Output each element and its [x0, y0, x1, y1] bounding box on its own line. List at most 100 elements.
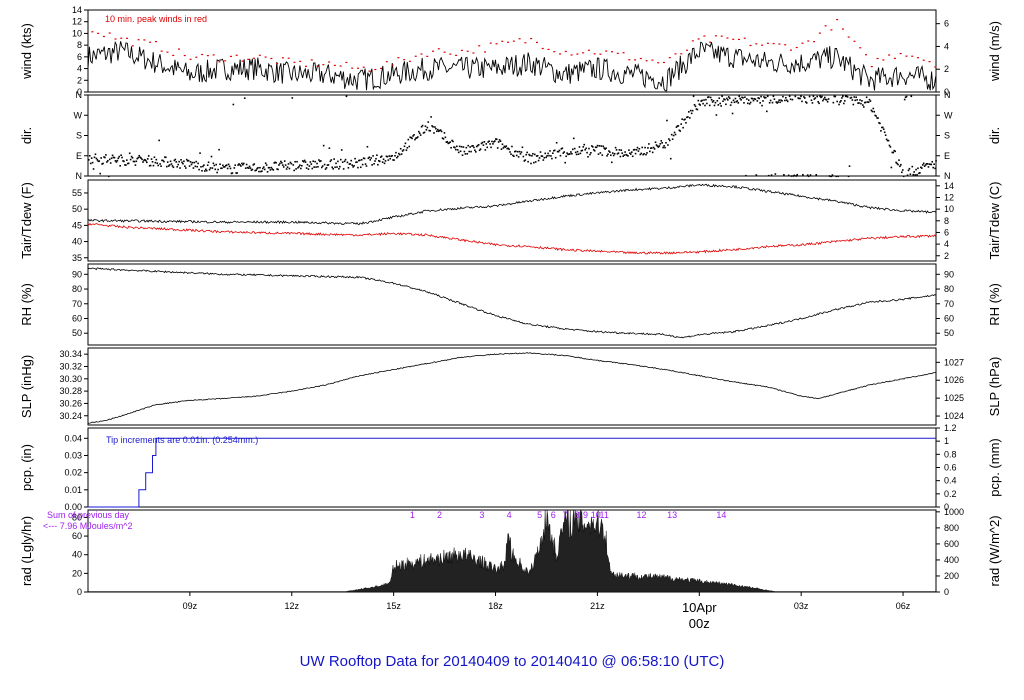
direction-point [292, 164, 295, 166]
direction-point [320, 166, 323, 169]
direction-point [215, 163, 218, 166]
direction-point [261, 170, 263, 172]
direction-point [162, 159, 164, 162]
ytick-label-left: 4 [77, 64, 82, 74]
direction-point [557, 150, 560, 153]
peak-wind-point [813, 41, 816, 43]
direction-point [216, 171, 218, 174]
peak-wind-point [564, 50, 567, 53]
ytick-label-left: 20 [72, 568, 82, 578]
peak-wind-point [755, 43, 758, 45]
direction-point [624, 151, 626, 153]
direction-point [920, 166, 922, 169]
direction-point [194, 165, 197, 168]
direction-point [685, 121, 687, 124]
direction-point [431, 125, 433, 127]
ytick-label-right: 0 [944, 502, 949, 512]
direction-point [338, 167, 340, 170]
direction-point [855, 96, 857, 99]
peak-wind-point [270, 57, 273, 60]
direction-point [732, 99, 735, 102]
panel-frame [87, 263, 937, 346]
direction-point [645, 153, 647, 156]
direction-point [128, 152, 131, 155]
direction-point [185, 158, 188, 161]
direction-point [561, 147, 564, 150]
direction-point [628, 149, 630, 151]
ylabel-left: pcp. (in) [19, 444, 34, 491]
direction-point [556, 150, 559, 153]
direction-point [114, 160, 117, 162]
direction-point [325, 166, 328, 169]
direction-point [682, 126, 684, 129]
direction-point [656, 145, 659, 147]
peak-wind-point [466, 50, 469, 52]
direction-point [233, 167, 236, 169]
direction-point [832, 101, 835, 104]
direction-point [450, 146, 452, 149]
direction-point [810, 99, 813, 102]
ytick-label-left: 90 [72, 269, 82, 279]
direction-point [681, 118, 683, 120]
direction-point [179, 167, 181, 169]
direction-point [478, 149, 481, 152]
direction-point [748, 103, 751, 105]
direction-point [524, 159, 527, 161]
peak-wind-point [530, 37, 533, 40]
direction-point [848, 165, 851, 167]
direction-point [411, 137, 413, 140]
direction-point [443, 132, 446, 134]
direction-point [433, 132, 435, 134]
direction-point [268, 166, 271, 169]
direction-point [678, 129, 681, 132]
direction-point [242, 162, 245, 165]
direction-point [566, 152, 568, 154]
direction-point [468, 150, 470, 153]
direction-point [726, 97, 728, 100]
direction-point [700, 100, 702, 102]
direction-point [542, 159, 545, 161]
direction-point [608, 150, 610, 152]
direction-point [895, 161, 897, 164]
direction-point [740, 99, 742, 101]
direction-point [169, 160, 172, 163]
direction-point [817, 100, 819, 103]
direction-point [621, 152, 624, 154]
direction-point [718, 97, 721, 99]
direction-point [413, 134, 415, 136]
direction-point [400, 153, 403, 155]
direction-point [332, 167, 334, 170]
peak-wind-point [385, 61, 388, 63]
direction-point [532, 152, 534, 155]
direction-point [154, 161, 157, 164]
pcp-annotation: Tip increments are 0.01in. (0.254mm.) [106, 435, 258, 445]
direction-point [593, 149, 596, 152]
direction-point [135, 160, 138, 163]
direction-point [469, 146, 471, 148]
direction-point [930, 163, 933, 166]
direction-point [393, 159, 395, 161]
direction-point [743, 102, 745, 104]
direction-point [683, 119, 685, 121]
direction-point [620, 149, 623, 151]
peak-wind-point [916, 57, 919, 59]
direction-point [344, 158, 347, 161]
peak-wind-point [732, 38, 735, 40]
direction-point [499, 140, 502, 142]
rh-line-0 [87, 267, 936, 339]
direction-point [494, 140, 496, 142]
direction-point [507, 147, 509, 150]
direction-point [463, 150, 466, 153]
direction-point [717, 104, 720, 106]
direction-point [163, 160, 165, 163]
direction-point [899, 165, 901, 168]
direction-point [245, 163, 248, 166]
direction-point [208, 168, 211, 171]
direction-point [639, 153, 642, 156]
direction-point [723, 98, 725, 100]
direction-point [159, 163, 161, 165]
direction-point [896, 162, 898, 165]
direction-point [734, 97, 737, 100]
direction-point [892, 151, 895, 154]
